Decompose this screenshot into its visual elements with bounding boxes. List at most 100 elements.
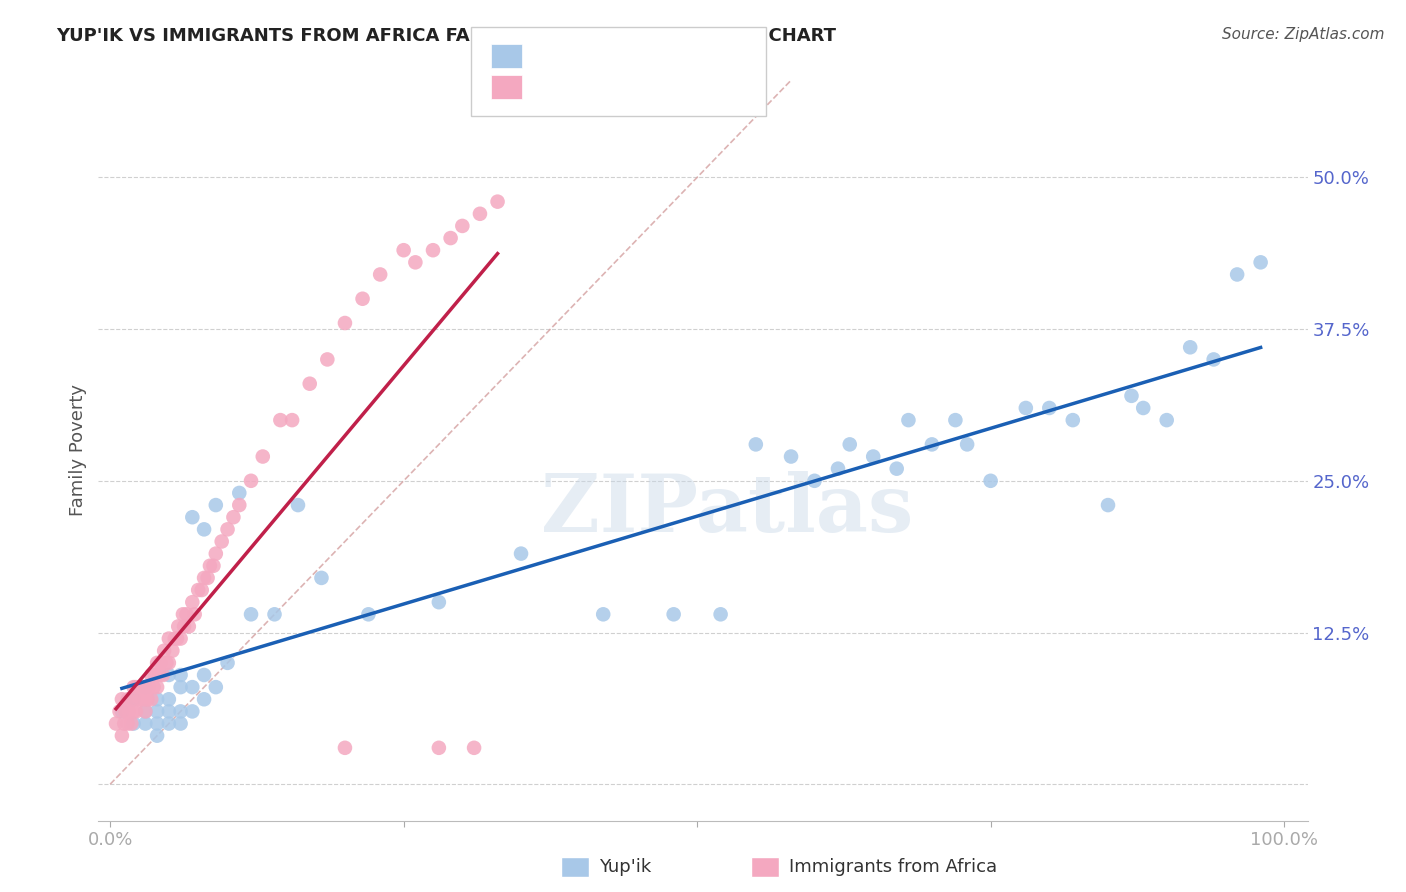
Point: [710, 607, 733, 622]
Point: [956, 437, 979, 451]
Point: [1132, 401, 1154, 415]
Point: [439, 231, 461, 245]
Point: [157, 656, 180, 670]
Point: [281, 413, 304, 427]
Point: [117, 692, 139, 706]
Point: [404, 255, 426, 269]
Point: [263, 607, 285, 622]
Point: [1202, 352, 1225, 367]
Text: Yup'ik: Yup'ik: [599, 858, 651, 876]
Point: [333, 740, 356, 755]
Point: [157, 668, 180, 682]
Point: [827, 461, 849, 475]
Point: [162, 644, 184, 658]
Point: [125, 680, 148, 694]
Point: [112, 716, 135, 731]
Point: [157, 716, 180, 731]
Point: [166, 632, 188, 646]
Text: R = 0.577: R = 0.577: [531, 76, 623, 94]
Point: [163, 632, 186, 646]
Point: [146, 716, 169, 731]
Point: [141, 692, 163, 706]
Point: [169, 716, 191, 731]
Point: [197, 571, 219, 585]
Point: [352, 292, 374, 306]
Point: [193, 668, 215, 682]
Point: [157, 692, 180, 706]
Point: [1180, 340, 1202, 354]
Point: [146, 692, 169, 706]
Point: [118, 705, 141, 719]
Point: [169, 632, 191, 646]
Point: [287, 498, 309, 512]
Point: [780, 450, 803, 464]
Point: [486, 194, 509, 209]
Text: YUP'IK VS IMMIGRANTS FROM AFRICA FAMILY POVERTY CORRELATION CHART: YUP'IK VS IMMIGRANTS FROM AFRICA FAMILY …: [56, 27, 837, 45]
Point: [803, 474, 825, 488]
Point: [862, 450, 884, 464]
Text: Immigrants from Africa: Immigrants from Africa: [789, 858, 997, 876]
Point: [190, 582, 212, 597]
Point: [134, 680, 156, 694]
Text: N = 61: N = 61: [647, 38, 709, 56]
Point: [181, 680, 204, 694]
Point: [122, 680, 145, 694]
Point: [142, 680, 165, 694]
Point: [134, 705, 156, 719]
Point: [211, 534, 233, 549]
Point: [141, 668, 163, 682]
Point: [111, 692, 134, 706]
Point: [945, 413, 967, 427]
Text: R = 0.639: R = 0.639: [531, 38, 623, 56]
Point: [169, 705, 191, 719]
Point: [122, 716, 145, 731]
Point: [177, 619, 200, 633]
Point: [146, 680, 169, 694]
Point: [217, 522, 239, 536]
Point: [204, 680, 226, 694]
Point: [157, 632, 180, 646]
Point: [122, 705, 145, 719]
Point: [131, 692, 153, 706]
Y-axis label: Family Poverty: Family Poverty: [69, 384, 87, 516]
Point: [193, 692, 215, 706]
Point: [111, 705, 134, 719]
Point: [173, 619, 195, 633]
Point: [427, 740, 450, 755]
Point: [392, 243, 415, 257]
Point: [193, 571, 215, 585]
Point: [155, 656, 177, 670]
Point: [204, 547, 226, 561]
Point: [451, 219, 474, 233]
Point: [427, 595, 450, 609]
Point: [114, 705, 136, 719]
Point: [422, 243, 444, 257]
Point: [980, 474, 1002, 488]
Point: [222, 510, 245, 524]
Point: [148, 668, 170, 682]
Point: [198, 558, 221, 573]
Point: [187, 582, 209, 597]
Point: [153, 644, 176, 658]
Point: [134, 680, 156, 694]
Point: [134, 705, 156, 719]
Point: [357, 607, 380, 622]
Point: [240, 607, 263, 622]
Point: [592, 607, 614, 622]
Point: [228, 498, 250, 512]
Text: ZIPatlas: ZIPatlas: [541, 471, 914, 549]
Point: [169, 680, 191, 694]
Point: [217, 656, 239, 670]
Point: [125, 705, 148, 719]
Text: Source: ZipAtlas.com: Source: ZipAtlas.com: [1222, 27, 1385, 42]
Point: [662, 607, 685, 622]
Point: [143, 668, 166, 682]
Point: [146, 656, 169, 670]
Point: [134, 692, 156, 706]
Point: [1097, 498, 1119, 512]
Point: [311, 571, 333, 585]
Point: [181, 705, 204, 719]
Point: [149, 656, 172, 670]
Point: [181, 595, 204, 609]
Point: [1121, 389, 1143, 403]
